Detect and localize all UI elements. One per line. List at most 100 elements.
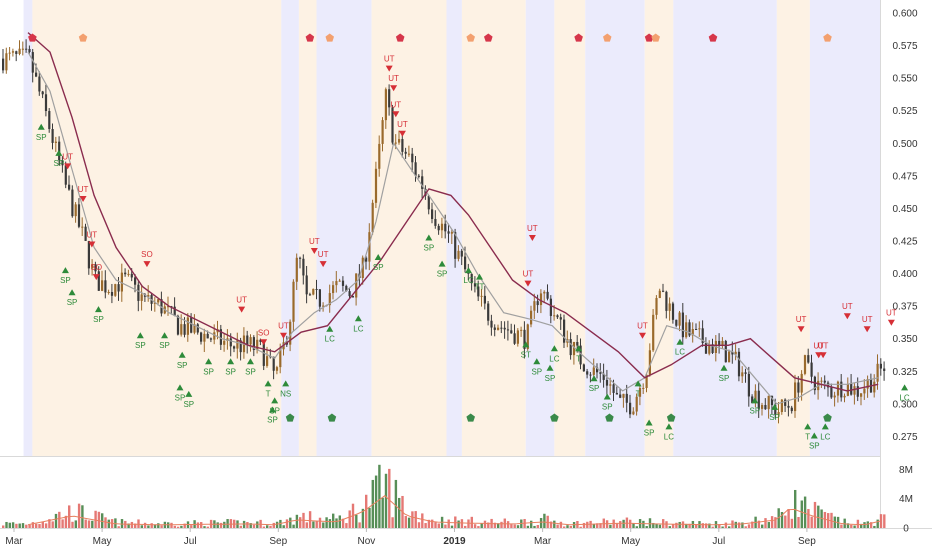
candle-body	[582, 364, 585, 372]
signal-up-arrow	[550, 345, 558, 352]
volume-bar	[460, 519, 464, 528]
candle-body	[691, 329, 694, 336]
volume-bar	[104, 517, 107, 528]
price-tick-label: 0.375	[892, 302, 917, 313]
candle-body	[147, 295, 150, 297]
signal-up-arrow	[720, 364, 728, 371]
candle-body	[668, 303, 671, 311]
volume-average-line	[27, 495, 881, 526]
candle-body	[421, 176, 424, 189]
candle-body	[757, 390, 760, 409]
band-5	[371, 0, 447, 456]
candle-body	[186, 317, 189, 335]
volume-bar	[797, 516, 800, 528]
candle-body	[437, 225, 440, 231]
volume-bar	[536, 524, 539, 528]
signal-label: UT	[397, 120, 408, 129]
volume-bar	[632, 523, 635, 528]
volume-bar	[747, 524, 751, 528]
signal-down-arrow	[64, 163, 72, 170]
volume-bar	[2, 525, 5, 528]
price-axis[interactable]: 0.600 0.575 0.550 0.525 0.500 0.475 0.450 0.425…	[892, 9, 917, 443]
bottom-pentagon-marker	[550, 413, 559, 422]
candle-body	[546, 291, 549, 299]
volume-bar	[305, 522, 308, 528]
candle-body	[833, 395, 836, 398]
candle-body	[417, 175, 420, 177]
candle-body	[213, 332, 216, 340]
top-pentagon-marker	[395, 33, 405, 42]
volume-bar	[200, 522, 203, 528]
volume-bar	[318, 517, 322, 528]
signal-label: UT	[278, 322, 289, 331]
candle-body	[384, 89, 387, 121]
candle-body	[810, 362, 813, 377]
volume-bar	[140, 525, 143, 528]
volume-bar	[157, 523, 160, 528]
band-12	[673, 0, 777, 456]
volume-bar	[530, 520, 533, 528]
signal-label: SP	[203, 367, 214, 376]
volume-bar	[361, 508, 365, 528]
candle-body	[866, 379, 869, 389]
volume-bar	[513, 524, 516, 528]
signal-label: SP	[60, 276, 71, 285]
signal-down-arrow	[279, 332, 287, 339]
candle-body	[883, 368, 886, 371]
candle-body	[84, 226, 87, 241]
volume-bar	[866, 521, 869, 528]
time-axis[interactable]: Mar May Jul Sep Nov 2019 Mar May Jul Sep	[5, 528, 816, 547]
volume-bar	[48, 519, 51, 528]
candle-body	[295, 257, 298, 282]
candle-body	[704, 343, 708, 354]
signal-down-arrow	[79, 195, 87, 202]
signal-down-arrow	[88, 241, 96, 248]
volume-bar	[101, 513, 104, 528]
candle-body	[718, 340, 721, 345]
volume-bar	[846, 523, 850, 528]
signal-up-arrow	[804, 423, 812, 430]
volume-tick-label: 8M	[899, 465, 913, 476]
candle-body	[843, 395, 846, 398]
signal-label: UT	[527, 224, 538, 233]
volume-bar	[480, 523, 483, 528]
signal-label: UT	[862, 315, 873, 324]
volume-bar	[487, 522, 490, 528]
candle-body	[87, 240, 90, 269]
time-tick-label: Sep	[798, 536, 816, 547]
candle-body	[685, 322, 688, 338]
signal-up-arrow	[533, 358, 541, 365]
signal-down-arrow	[887, 319, 895, 326]
candle-body	[262, 341, 265, 366]
volume-bar	[25, 524, 28, 528]
signal-label: T	[636, 389, 641, 398]
candle-body	[157, 299, 160, 303]
volume-bar	[117, 526, 120, 528]
candle-body	[487, 303, 490, 321]
candle-body	[711, 344, 714, 353]
candle-body	[493, 327, 496, 330]
volume-bar	[721, 526, 724, 528]
volume-tick-label: 0	[903, 524, 909, 535]
volume-bar	[450, 525, 454, 528]
volume-bar	[107, 519, 110, 528]
price-tick-label: 0.500	[892, 139, 917, 150]
volume-bar	[803, 496, 807, 528]
volume-bar	[675, 522, 678, 528]
top-pentagon-marker	[603, 33, 612, 42]
volume-bar	[879, 514, 883, 528]
candle-body	[823, 380, 826, 383]
candle-body	[648, 350, 651, 375]
volume-bar	[91, 520, 94, 528]
band-7	[461, 0, 526, 456]
volume-bar	[444, 524, 447, 528]
volume-bar	[308, 511, 312, 528]
signal-up-arrow	[810, 432, 818, 439]
top-pentagon-marker	[644, 33, 654, 42]
volume-bar	[434, 522, 437, 528]
volume-bar	[368, 507, 371, 528]
signal-up-arrow	[590, 375, 598, 382]
signal-label: UT	[818, 341, 829, 350]
candle-body	[272, 356, 275, 371]
